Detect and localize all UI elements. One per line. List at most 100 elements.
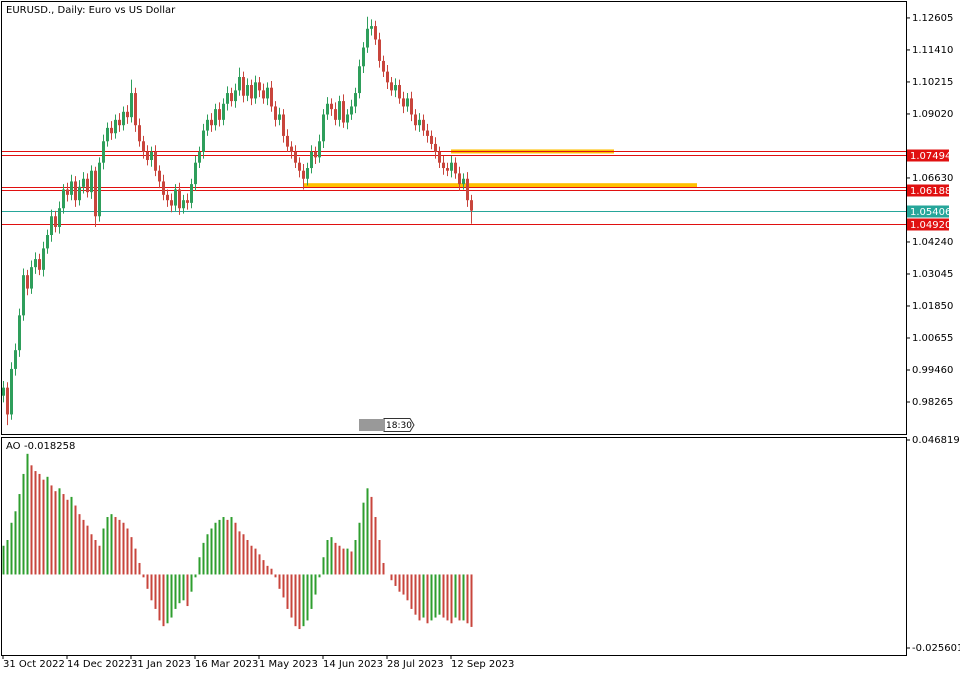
y-tick-label: 1.09020 — [912, 109, 953, 120]
y-tick-label: 1.04240 — [912, 237, 953, 248]
y-tick-label: 0.046819 — [912, 435, 960, 446]
candle-body — [266, 87, 269, 99]
candle-body — [378, 39, 381, 61]
level-label: 1.04920 — [910, 220, 951, 231]
candle-body — [334, 109, 337, 120]
candle-body — [234, 90, 237, 102]
candle-body — [458, 173, 461, 185]
y-tick-label: 1.06630 — [912, 173, 953, 184]
candle-body — [386, 71, 389, 83]
candle-body — [450, 162, 453, 171]
candle-body — [282, 114, 285, 136]
candle-body — [314, 151, 317, 158]
candle-body — [26, 275, 29, 289]
candle-body — [122, 111, 125, 126]
candle-body — [410, 98, 413, 115]
level-label-box — [907, 218, 949, 231]
y-tick-label: 1.01850 — [912, 301, 953, 312]
candle-body — [254, 82, 257, 99]
y-tick-label: 1.11410 — [912, 45, 953, 56]
candle-body — [238, 76, 241, 91]
candle-body — [286, 135, 289, 147]
candle-body — [186, 200, 189, 203]
candle-body — [306, 168, 309, 179]
candle-body — [218, 109, 221, 120]
candle-body — [262, 90, 265, 99]
candle-body — [14, 350, 17, 369]
candle-body — [350, 106, 353, 115]
candle-body — [258, 82, 261, 91]
x-tick-label: 12 Sep 2023 — [451, 659, 514, 670]
chart-title: EURUSD., Daily: Euro vs US Dollar — [6, 5, 176, 16]
candle-body — [178, 189, 181, 209]
candle-body — [58, 208, 61, 227]
candle-body — [146, 151, 149, 161]
candle-body — [394, 85, 397, 91]
candle-body — [94, 170, 97, 217]
level-label: 1.05406 — [910, 207, 951, 218]
candle-body — [34, 259, 37, 268]
candle-body — [442, 162, 445, 169]
candle-body — [66, 189, 69, 195]
candle-body — [98, 162, 101, 217]
candle-body — [346, 114, 349, 123]
x-tick-label: 16 Mar 2023 — [195, 659, 258, 670]
candle-body — [222, 103, 225, 120]
candle-body — [22, 275, 25, 316]
candle-body — [330, 103, 333, 110]
candle-body — [182, 200, 185, 209]
candle-body — [138, 125, 141, 142]
candle-body — [10, 368, 13, 415]
candle-body — [110, 127, 113, 134]
candle-body — [426, 130, 429, 136]
candle-body — [454, 162, 457, 174]
candle-body — [142, 141, 145, 152]
candle-body — [406, 98, 409, 107]
timer-box — [383, 418, 415, 432]
candle-body — [338, 101, 341, 120]
candle-body — [446, 168, 449, 171]
timer-text: 18:30 — [386, 421, 412, 431]
candle-body — [250, 85, 253, 99]
candle-body — [418, 119, 421, 126]
candle-body — [2, 387, 5, 396]
candle-body — [414, 114, 417, 126]
y-tick-label: 1.00655 — [912, 333, 953, 344]
candle-body — [30, 267, 33, 289]
candle-body — [118, 119, 121, 126]
candle-body — [402, 98, 405, 107]
candle-body — [158, 170, 161, 182]
candle-body — [50, 216, 53, 236]
candle-body — [82, 178, 85, 187]
x-tick-label: 28 Jul 2023 — [387, 659, 444, 670]
x-tick-label: 1 May 2023 — [259, 659, 318, 670]
level-label: 1.06188 — [910, 186, 951, 197]
candle-body — [342, 101, 345, 123]
candle-body — [434, 143, 437, 152]
candle-body — [274, 106, 277, 120]
y-tick-label: -0.025601 — [912, 643, 960, 654]
candle-body — [114, 119, 117, 134]
candle-body — [134, 93, 137, 126]
candle-body — [126, 111, 129, 118]
candle-body — [302, 170, 305, 179]
level-label: 1.07494 — [910, 151, 951, 162]
candle-body — [102, 141, 105, 163]
y-tick-label: 0.98265 — [912, 397, 953, 408]
candle-body — [226, 93, 229, 104]
level-label-box — [907, 205, 949, 218]
candle-body — [18, 315, 21, 351]
candle-body — [278, 114, 281, 120]
candle-body — [194, 162, 197, 185]
ao-current: -0.018258 — [24, 441, 75, 452]
candle-body — [86, 178, 89, 193]
candle-body — [430, 135, 433, 144]
candle-body — [318, 141, 321, 158]
candle-body — [370, 26, 373, 29]
candle-body — [298, 162, 301, 171]
x-tick-label: 31 Jan 2023 — [131, 659, 191, 670]
candle-body — [154, 151, 157, 171]
level-label-box — [907, 149, 949, 162]
candle-body — [230, 93, 233, 102]
